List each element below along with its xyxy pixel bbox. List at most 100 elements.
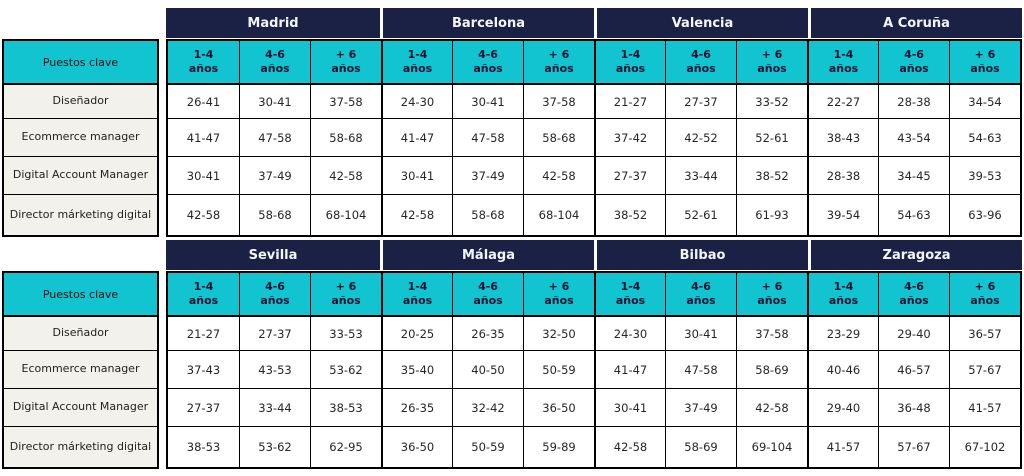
experience-header: + 6 años — [523, 41, 594, 85]
salary-range-cell: 61-93 — [736, 195, 807, 235]
experience-header: 1-4 años — [594, 41, 665, 85]
salary-range-cell: 37-43 — [168, 351, 239, 389]
experience-header: + 6 años — [310, 273, 381, 317]
salary-range-cell: 42-58 — [594, 427, 665, 467]
salary-range-cell: 38-53 — [310, 389, 381, 427]
experience-unit: años — [402, 294, 433, 307]
role-label: Ecommerce manager — [4, 351, 157, 389]
experience-unit: años — [757, 62, 787, 75]
experience-unit: años — [615, 294, 646, 307]
experience-header: + 6 años — [736, 273, 807, 317]
city-header: Sevilla — [166, 240, 380, 270]
experience-header: 4-6 años — [878, 41, 949, 85]
salary-range-cell: 33-52 — [736, 85, 807, 119]
experience-header: 4-6 años — [878, 273, 949, 317]
experience-unit: años — [828, 62, 859, 75]
salary-range-cell: 35-40 — [381, 351, 452, 389]
salary-range-cell: 38-52 — [736, 157, 807, 195]
experience-unit: años — [970, 62, 1000, 75]
role-label: Digital Account Manager — [4, 389, 157, 427]
role-label: Ecommerce manager — [4, 119, 157, 157]
salary-range-cell: 37-49 — [239, 157, 310, 195]
salary-range-cell: 37-49 — [452, 157, 523, 195]
salary-range-cell: 53-62 — [239, 427, 310, 467]
experience-header: + 6 años — [949, 273, 1020, 317]
data-columns: Madrid Barcelona Valencia A Coruña 1-4 años 4-… — [166, 8, 1022, 237]
experience-header: 4-6 años — [665, 273, 736, 317]
salary-range-cell: 53-62 — [310, 351, 381, 389]
city-header: Barcelona — [380, 8, 594, 38]
experience-header: 1-4 años — [381, 273, 452, 317]
salary-range-cell: 36-48 — [878, 389, 949, 427]
salary-range-cell: 43-53 — [239, 351, 310, 389]
experience-range: + 6 — [335, 48, 357, 62]
roles-column-header: Puestos clave — [4, 273, 157, 317]
salary-range-cell: 24-30 — [594, 317, 665, 351]
experience-unit: años — [402, 62, 433, 75]
experience-header: 4-6 años — [452, 41, 523, 85]
salary-range-cell: 30-41 — [594, 389, 665, 427]
experience-range: 1-4 — [193, 280, 214, 294]
experience-header: + 6 años — [523, 273, 594, 317]
experience-range: 4-6 — [904, 48, 924, 62]
experience-header: 1-4 años — [807, 273, 878, 317]
salary-range-cell: 26-35 — [452, 317, 523, 351]
salary-range-cell: 38-53 — [168, 427, 239, 467]
salary-range-cell: 29-40 — [807, 389, 878, 427]
experience-unit: años — [473, 62, 503, 75]
experience-header: 1-4 años — [594, 273, 665, 317]
salary-range-cell: 42-58 — [168, 195, 239, 235]
city-header-band: Sevilla Málaga Bilbao Zaragoza — [166, 240, 1022, 270]
roles-column: Puestos clave Diseñador Ecommerce manager D… — [2, 39, 159, 237]
salary-range-cell: 38-43 — [807, 119, 878, 157]
salary-range-cell: 34-45 — [878, 157, 949, 195]
salary-range-cell: 40-50 — [452, 351, 523, 389]
salary-range-cell: 21-27 — [168, 317, 239, 351]
experience-header: 4-6 años — [239, 41, 310, 85]
salary-range-cell: 32-50 — [523, 317, 594, 351]
experience-range: 1-4 — [833, 48, 854, 62]
salary-range-cell: 36-50 — [381, 427, 452, 467]
salary-range-cell: 22-27 — [807, 85, 878, 119]
experience-unit: años — [970, 294, 1000, 307]
salary-range-cell: 63-96 — [949, 195, 1020, 235]
experience-range: + 6 — [974, 280, 996, 294]
salary-range-cell: 33-44 — [665, 157, 736, 195]
role-label: Diseñador — [4, 85, 157, 119]
experience-header: 1-4 años — [807, 41, 878, 85]
experience-unit: años — [188, 62, 219, 75]
salary-range-cell: 41-57 — [949, 389, 1020, 427]
salary-range-cell: 24-30 — [381, 85, 452, 119]
salary-table-section: Puestos clave Diseñador Ecommerce manager D… — [2, 240, 1022, 469]
experience-header: 1-4 años — [168, 273, 239, 317]
salary-range-cell: 21-27 — [594, 85, 665, 119]
city-header: Madrid — [166, 8, 380, 38]
experience-unit: años — [544, 294, 574, 307]
salary-range-cell: 41-47 — [381, 119, 452, 157]
experience-range: + 6 — [548, 280, 570, 294]
city-header-band: Madrid Barcelona Valencia A Coruña — [166, 8, 1022, 38]
experience-unit: años — [331, 62, 361, 75]
salary-range-cell: 52-61 — [736, 119, 807, 157]
salary-range-cell: 37-58 — [523, 85, 594, 119]
salary-range-cell: 30-41 — [381, 157, 452, 195]
salary-range-cell: 36-57 — [949, 317, 1020, 351]
experience-range: 1-4 — [407, 280, 428, 294]
experience-unit: años — [331, 294, 361, 307]
salary-range-cell: 37-58 — [310, 85, 381, 119]
experience-unit: años — [899, 62, 929, 75]
salary-range-cell: 57-67 — [878, 427, 949, 467]
salary-range-cell: 67-102 — [949, 427, 1020, 467]
salary-data-grid: 1-4 años 4-6 años + 6 años 1-4 años 4-6 años + 6 añ… — [166, 271, 1022, 469]
experience-range: 4-6 — [478, 280, 498, 294]
experience-unit: años — [260, 294, 290, 307]
experience-range: + 6 — [335, 280, 357, 294]
salary-range-cell: 43-54 — [878, 119, 949, 157]
experience-header: 4-6 años — [239, 273, 310, 317]
experience-header: 4-6 años — [665, 41, 736, 85]
salary-range-cell: 41-57 — [807, 427, 878, 467]
salary-range-cell: 47-58 — [452, 119, 523, 157]
experience-header: + 6 años — [736, 41, 807, 85]
salary-range-cell: 40-46 — [807, 351, 878, 389]
salary-range-cell: 54-63 — [949, 119, 1020, 157]
